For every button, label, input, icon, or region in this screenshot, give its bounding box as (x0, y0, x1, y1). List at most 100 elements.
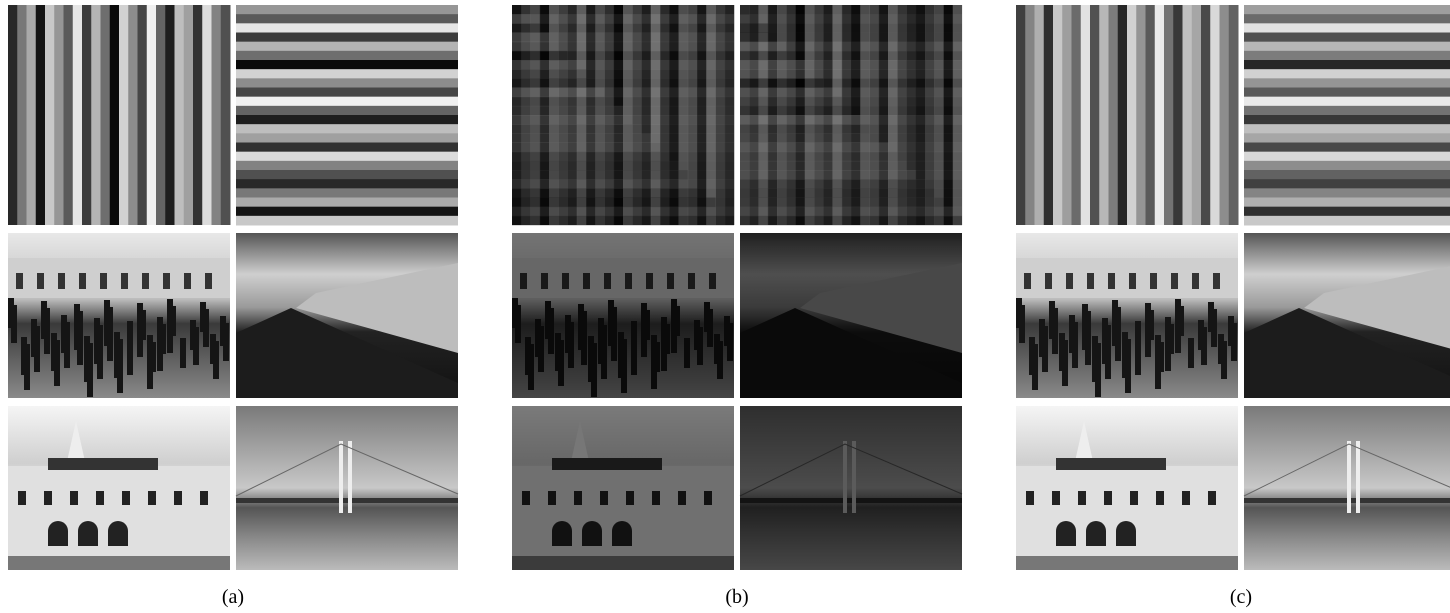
stripe (45, 5, 55, 225)
window (1150, 273, 1157, 289)
window (44, 491, 52, 505)
panel-label: (b) (725, 586, 748, 608)
person (1158, 342, 1164, 372)
person (1168, 324, 1174, 354)
stripe (1201, 5, 1211, 225)
window (184, 273, 191, 289)
stripe (1118, 5, 1128, 225)
window (1208, 491, 1216, 505)
stripe (1025, 5, 1035, 225)
window (1024, 273, 1031, 289)
stripe (1081, 5, 1091, 225)
stripe (236, 216, 458, 226)
tower (1347, 441, 1351, 513)
tower (348, 441, 352, 513)
stripe (1173, 5, 1183, 225)
window (96, 491, 104, 505)
window (1171, 273, 1178, 289)
person (11, 305, 17, 343)
window (1156, 491, 1164, 505)
window (1192, 273, 1199, 289)
stripe (27, 5, 37, 225)
stripe (1244, 124, 1450, 134)
panel-group: (b) (512, 5, 963, 608)
stripe (1183, 5, 1193, 225)
deck (236, 498, 458, 503)
stripe (1220, 5, 1230, 225)
stripe (236, 97, 458, 107)
stripe (1044, 5, 1054, 225)
stripe (1244, 33, 1450, 43)
window (1045, 273, 1052, 289)
stripe (36, 5, 46, 225)
person (1095, 343, 1101, 397)
stripe (1072, 5, 1082, 225)
stripe (212, 5, 222, 225)
palace (8, 466, 230, 561)
stripe (1229, 5, 1239, 225)
window (1026, 491, 1034, 505)
stripe (236, 51, 458, 61)
arch (1056, 521, 1076, 546)
stripe (236, 179, 458, 189)
stripe (236, 198, 458, 208)
stripe (1244, 88, 1450, 98)
stripe (82, 5, 92, 225)
person (1201, 327, 1207, 365)
stripe (119, 5, 129, 225)
ground (1016, 556, 1238, 570)
arch (108, 521, 128, 546)
person (203, 309, 209, 347)
stripe (236, 207, 458, 217)
stripe (1244, 78, 1450, 88)
person (117, 339, 123, 393)
stripe (236, 5, 458, 15)
stripe (1035, 5, 1045, 225)
stripe (1244, 14, 1450, 24)
stripe (1244, 97, 1450, 107)
stripe (1109, 5, 1119, 225)
stripe (236, 170, 458, 180)
stripe (236, 33, 458, 43)
window (16, 273, 23, 289)
window (142, 273, 149, 289)
panel-group: (a) (8, 5, 458, 608)
stripe (1164, 5, 1174, 225)
stripe (64, 5, 74, 225)
stripe (1062, 5, 1072, 225)
stripe (236, 161, 458, 171)
stripe (184, 5, 194, 225)
shade (740, 5, 962, 225)
stripe (1244, 106, 1450, 116)
person (1052, 308, 1058, 354)
stripe (1099, 5, 1109, 225)
stripe (1244, 152, 1450, 162)
window (58, 273, 65, 289)
window (200, 491, 208, 505)
stripe (236, 60, 458, 70)
ground (8, 556, 230, 570)
stripe (1244, 216, 1450, 226)
stripe (1244, 161, 1450, 171)
person (1125, 339, 1131, 393)
window (1104, 491, 1112, 505)
person (160, 324, 166, 354)
person (54, 340, 60, 386)
stripe (101, 5, 111, 225)
person (1115, 307, 1121, 361)
shade (512, 233, 734, 398)
roof (1056, 458, 1166, 470)
person (1221, 341, 1227, 379)
stripe (1244, 207, 1450, 217)
stripe (1127, 5, 1137, 225)
tower (339, 441, 343, 513)
stripe (1244, 133, 1450, 143)
panel-label: (c) (1230, 586, 1252, 608)
window (121, 273, 128, 289)
person (140, 310, 146, 340)
panel-group: (c) (1016, 5, 1450, 608)
arch (1086, 521, 1106, 546)
person (127, 321, 133, 375)
person (1032, 344, 1038, 390)
stripe (1136, 5, 1146, 225)
